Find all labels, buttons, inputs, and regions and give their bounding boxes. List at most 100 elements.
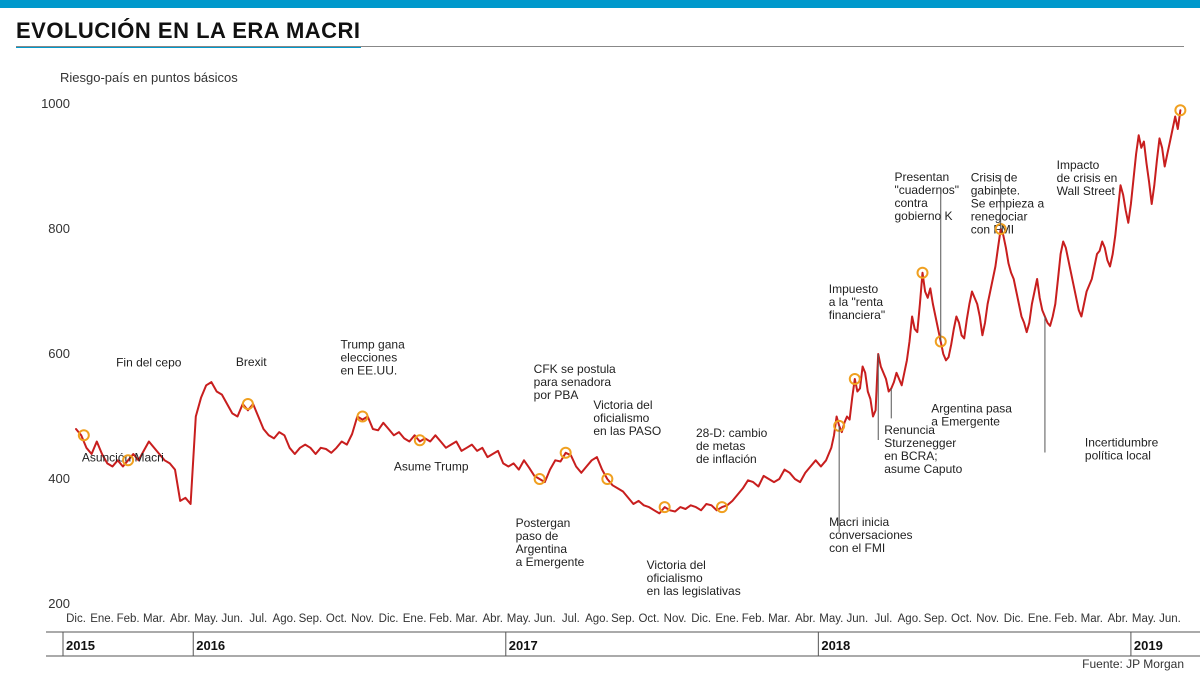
- svg-text:Mar.: Mar.: [456, 613, 478, 625]
- svg-text:Asume Trump: Asume Trump: [394, 459, 469, 473]
- top-accent-bar: [0, 0, 1200, 8]
- svg-text:Argentina pasa: Argentina pasa: [931, 401, 1012, 415]
- svg-text:política local: política local: [1085, 449, 1151, 463]
- title-underline: [16, 46, 1184, 47]
- svg-text:elecciones: elecciones: [341, 351, 398, 365]
- svg-text:Ene.: Ene.: [715, 613, 739, 625]
- svg-text:para senadora: para senadora: [534, 375, 612, 389]
- svg-text:Oct.: Oct.: [951, 613, 972, 625]
- svg-text:Impacto: Impacto: [1057, 158, 1100, 172]
- chart-title: EVOLUCIÓN EN LA ERA MACRI: [16, 18, 361, 48]
- svg-text:con FMI: con FMI: [971, 223, 1014, 237]
- svg-text:por PBA: por PBA: [534, 388, 579, 402]
- svg-text:Ene.: Ene.: [403, 613, 427, 625]
- svg-text:Argentina: Argentina: [516, 542, 568, 556]
- svg-text:oficialismo: oficialismo: [647, 571, 703, 585]
- source-credit: Fuente: JP Morgan: [1082, 657, 1184, 671]
- svg-text:Abr.: Abr.: [170, 613, 190, 625]
- svg-text:gobierno K: gobierno K: [895, 209, 953, 223]
- chart-svg: 2004006008001000Dic.Ene.Feb.Mar.Abr.May.…: [32, 94, 1200, 675]
- svg-text:Ago.: Ago.: [273, 613, 297, 625]
- svg-text:en las legislativas: en las legislativas: [647, 584, 741, 598]
- chart-area: 2004006008001000Dic.Ene.Feb.Mar.Abr.May.…: [32, 94, 1200, 654]
- svg-text:en las PASO: en las PASO: [593, 424, 661, 438]
- svg-text:Postergan: Postergan: [516, 516, 571, 530]
- svg-text:Trump gana: Trump gana: [341, 338, 406, 352]
- svg-text:Jun.: Jun.: [534, 613, 556, 625]
- svg-text:a Emergente: a Emergente: [931, 414, 1000, 428]
- svg-text:Feb.: Feb.: [429, 613, 452, 625]
- svg-text:con el FMI: con el FMI: [829, 541, 885, 555]
- svg-text:Nov.: Nov.: [664, 613, 687, 625]
- svg-text:May.: May.: [194, 613, 218, 625]
- svg-text:de metas: de metas: [696, 439, 745, 453]
- svg-text:Mar.: Mar.: [1081, 613, 1103, 625]
- svg-text:Oct.: Oct.: [638, 613, 659, 625]
- svg-text:Sturzenegger: Sturzenegger: [884, 436, 956, 450]
- svg-text:Abr.: Abr.: [1108, 613, 1128, 625]
- svg-text:Ene.: Ene.: [1028, 613, 1052, 625]
- svg-text:Victoria del: Victoria del: [593, 398, 652, 412]
- svg-text:Mar.: Mar.: [768, 613, 790, 625]
- svg-text:Crisis de: Crisis de: [971, 171, 1018, 185]
- svg-text:Sep.: Sep.: [299, 613, 323, 625]
- svg-text:Feb.: Feb.: [742, 613, 765, 625]
- svg-text:Fin del cepo: Fin del cepo: [116, 355, 182, 369]
- svg-text:Abr.: Abr.: [483, 613, 503, 625]
- svg-text:contra: contra: [895, 196, 929, 210]
- svg-text:800: 800: [48, 221, 70, 236]
- svg-text:conversaciones: conversaciones: [829, 528, 912, 542]
- svg-text:2015: 2015: [66, 638, 95, 653]
- svg-text:Nov.: Nov.: [976, 613, 999, 625]
- svg-text:Jul.: Jul.: [874, 613, 892, 625]
- svg-text:2017: 2017: [509, 638, 538, 653]
- svg-text:400: 400: [48, 471, 70, 486]
- svg-text:Victoria del: Victoria del: [647, 558, 706, 572]
- svg-text:de inflación: de inflación: [696, 452, 757, 466]
- svg-text:de crisis en: de crisis en: [1057, 171, 1118, 185]
- svg-text:Feb.: Feb.: [1054, 613, 1077, 625]
- svg-text:Se empieza a: Se empieza a: [971, 197, 1045, 211]
- svg-text:May.: May.: [1132, 613, 1156, 625]
- svg-text:Impuesto: Impuesto: [829, 282, 879, 296]
- svg-text:Oct.: Oct.: [326, 613, 347, 625]
- svg-text:renegociar: renegociar: [971, 210, 1028, 224]
- svg-text:a Emergente: a Emergente: [516, 555, 585, 569]
- svg-text:600: 600: [48, 346, 70, 361]
- svg-text:Presentan: Presentan: [895, 170, 950, 184]
- svg-text:Brexit: Brexit: [236, 355, 267, 369]
- svg-text:28-D: cambio: 28-D: cambio: [696, 426, 768, 440]
- svg-text:financiera": financiera": [829, 308, 885, 322]
- svg-text:Abr.: Abr.: [795, 613, 815, 625]
- svg-text:Ago.: Ago.: [898, 613, 922, 625]
- svg-text:May.: May.: [507, 613, 531, 625]
- svg-text:1000: 1000: [41, 96, 70, 111]
- svg-text:Renuncia: Renuncia: [884, 423, 935, 437]
- svg-text:Mar.: Mar.: [143, 613, 165, 625]
- svg-text:en BCRA;: en BCRA;: [884, 449, 937, 463]
- svg-text:2016: 2016: [196, 638, 225, 653]
- svg-text:Dic.: Dic.: [66, 613, 86, 625]
- svg-text:Macri inicia: Macri inicia: [829, 515, 889, 529]
- svg-text:Ene.: Ene.: [90, 613, 114, 625]
- svg-text:Feb.: Feb.: [117, 613, 140, 625]
- svg-text:Dic.: Dic.: [379, 613, 399, 625]
- svg-text:Nov.: Nov.: [351, 613, 374, 625]
- svg-text:200: 200: [48, 596, 70, 611]
- svg-text:Jul.: Jul.: [562, 613, 580, 625]
- svg-text:Wall Street: Wall Street: [1057, 184, 1116, 198]
- svg-text:CFK se postula: CFK se postula: [534, 362, 616, 376]
- svg-text:paso de: paso de: [516, 529, 559, 543]
- svg-text:Jul.: Jul.: [249, 613, 267, 625]
- svg-text:2018: 2018: [821, 638, 850, 653]
- svg-text:gabinete.: gabinete.: [971, 184, 1020, 198]
- svg-text:a la "renta: a la "renta: [829, 295, 884, 309]
- svg-text:May.: May.: [819, 613, 843, 625]
- svg-text:oficialismo: oficialismo: [593, 411, 649, 425]
- svg-text:Jun.: Jun.: [221, 613, 243, 625]
- svg-text:Dic.: Dic.: [691, 613, 711, 625]
- svg-text:Jun.: Jun.: [1159, 613, 1181, 625]
- svg-text:Dic.: Dic.: [1004, 613, 1024, 625]
- svg-text:"cuadernos": "cuadernos": [895, 183, 960, 197]
- svg-text:Ago.: Ago.: [585, 613, 609, 625]
